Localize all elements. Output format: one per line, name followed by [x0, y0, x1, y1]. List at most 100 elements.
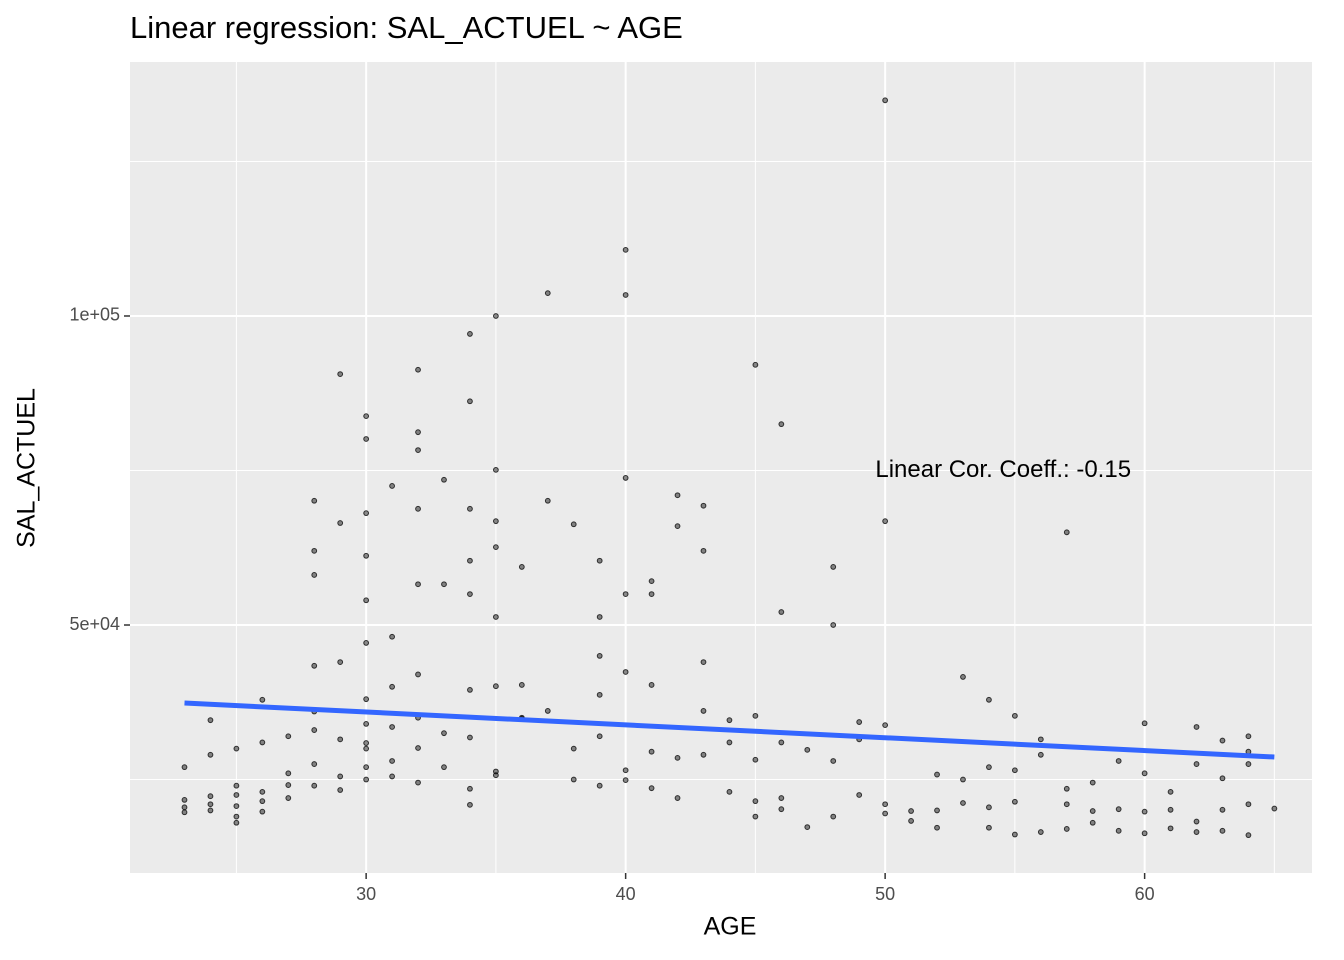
- data-point: [415, 779, 421, 786]
- chart-title: Linear regression: SAL_ACTUEL ~ AGE: [130, 10, 683, 45]
- data-point: [1219, 737, 1226, 744]
- data-point: [415, 366, 421, 373]
- data-point: [259, 808, 266, 815]
- data-point: [337, 520, 344, 526]
- data-point: [363, 597, 370, 604]
- data-point: [441, 581, 447, 588]
- data-point: [207, 793, 214, 800]
- data-point: [207, 751, 214, 758]
- data-point: [1141, 830, 1148, 837]
- data-point: [778, 421, 785, 428]
- data-point: [1063, 826, 1070, 832]
- data-point: [726, 788, 733, 795]
- data-point: [596, 557, 603, 564]
- data-point: [363, 552, 370, 559]
- data-point: [1115, 758, 1122, 764]
- data-point: [285, 795, 292, 801]
- data-point: [570, 521, 577, 528]
- data-point: [648, 578, 655, 585]
- x-axis-title: AGE: [704, 913, 757, 941]
- data-point: [1115, 827, 1122, 834]
- x-tick-label: 60: [1135, 884, 1155, 904]
- data-point: [700, 751, 707, 758]
- data-point: [778, 806, 785, 813]
- data-point: [648, 591, 655, 598]
- data-point: [1193, 724, 1200, 730]
- data-point: [389, 633, 395, 640]
- data-point: [674, 523, 681, 530]
- data-point: [882, 518, 889, 525]
- data-point: [934, 824, 940, 831]
- data-point: [363, 436, 370, 442]
- data-point: [1167, 825, 1174, 832]
- data-point: [441, 730, 447, 737]
- data-point: [415, 429, 421, 436]
- data-point: [622, 669, 629, 675]
- data-point: [752, 712, 759, 719]
- data-point: [492, 313, 499, 319]
- data-point: [1011, 798, 1018, 805]
- data-point: [1141, 808, 1148, 815]
- data-point: [492, 466, 499, 473]
- regression-line: [184, 700, 1275, 760]
- data-point: [363, 413, 370, 420]
- data-point: [830, 758, 837, 764]
- data-point: [986, 696, 992, 703]
- data-point: [648, 682, 655, 688]
- data-point: [1037, 751, 1044, 758]
- data-point: [337, 787, 344, 793]
- data-point: [1011, 767, 1018, 774]
- data-point: [1245, 733, 1252, 740]
- data-point: [700, 708, 707, 714]
- data-point: [570, 745, 577, 752]
- data-point: [492, 518, 499, 525]
- data-point: [467, 591, 473, 598]
- data-point: [570, 776, 577, 783]
- data-point: [622, 777, 629, 784]
- data-point: [1063, 801, 1070, 808]
- data-point: [596, 782, 603, 789]
- data-point: [311, 761, 318, 767]
- data-point: [1089, 819, 1096, 826]
- data-point: [233, 803, 240, 809]
- data-point: [726, 717, 733, 724]
- data-point: [1063, 529, 1070, 536]
- data-point: [752, 361, 759, 368]
- data-point: [778, 609, 785, 615]
- data-point: [233, 819, 240, 826]
- data-point: [389, 724, 395, 730]
- data-point: [1193, 818, 1200, 825]
- data-point: [804, 824, 811, 831]
- x-tick-label: 40: [616, 884, 636, 904]
- data-point: [1011, 831, 1018, 838]
- data-point: [337, 371, 344, 377]
- data-point: [441, 476, 447, 483]
- data-point: [1089, 808, 1096, 814]
- data-point: [596, 614, 603, 620]
- data-point: [467, 557, 473, 564]
- data-point: [389, 683, 395, 690]
- data-point: [986, 824, 992, 831]
- data-point: [181, 804, 188, 811]
- data-point: [492, 768, 499, 775]
- data-point: [752, 756, 759, 763]
- data-point: [778, 795, 785, 801]
- data-point: [882, 722, 889, 729]
- data-point: [285, 770, 292, 777]
- data-point: [700, 547, 707, 554]
- data-point: [492, 544, 499, 551]
- data-point: [622, 292, 629, 298]
- y-axis-title: SAL_ACTUEL: [13, 388, 41, 548]
- data-point: [1193, 829, 1200, 835]
- data-point: [492, 683, 499, 690]
- data-point: [389, 758, 395, 764]
- data-point: [908, 818, 914, 824]
- data-point: [467, 785, 473, 792]
- data-point: [804, 746, 811, 753]
- data-point: [648, 785, 655, 792]
- data-point: [596, 691, 603, 698]
- data-point: [752, 813, 759, 820]
- data-point: [207, 717, 214, 724]
- data-point: [674, 795, 681, 801]
- data-point: [986, 804, 992, 811]
